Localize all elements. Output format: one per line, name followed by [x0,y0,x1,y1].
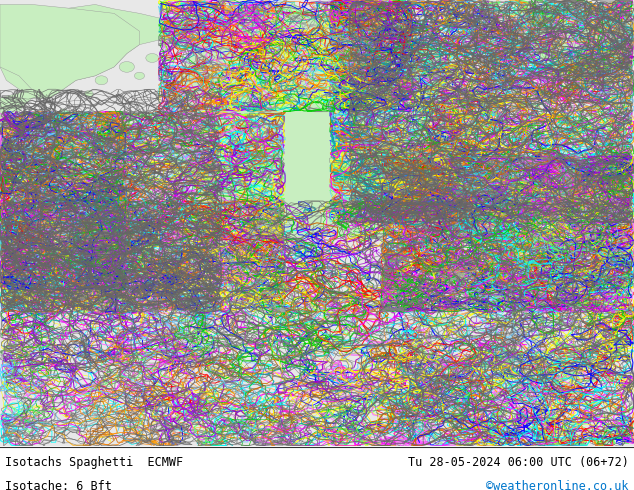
Circle shape [105,47,124,60]
Polygon shape [222,4,317,13]
Polygon shape [0,4,139,143]
Circle shape [84,91,93,97]
Circle shape [134,72,145,79]
Polygon shape [380,250,399,268]
Text: ©weatheronline.co.uk: ©weatheronline.co.uk [486,480,629,490]
Polygon shape [0,134,25,245]
Circle shape [479,92,485,96]
Circle shape [502,50,512,57]
Text: Isotache: 6 Bft: Isotache: 6 Bft [5,480,112,490]
Text: Tu 28-05-2024 06:00 UTC (06+72): Tu 28-05-2024 06:00 UTC (06+72) [408,456,629,468]
Circle shape [119,62,134,72]
Circle shape [160,68,170,75]
Circle shape [491,64,498,70]
Polygon shape [520,4,634,80]
Text: Isotachs Spaghetti  ECMWF: Isotachs Spaghetti ECMWF [5,456,183,468]
Polygon shape [615,156,634,201]
Polygon shape [520,196,533,219]
Circle shape [522,77,530,83]
Circle shape [146,53,158,62]
Polygon shape [507,170,520,192]
Polygon shape [0,4,190,98]
Circle shape [95,76,108,85]
Polygon shape [165,13,463,245]
Circle shape [60,109,67,114]
